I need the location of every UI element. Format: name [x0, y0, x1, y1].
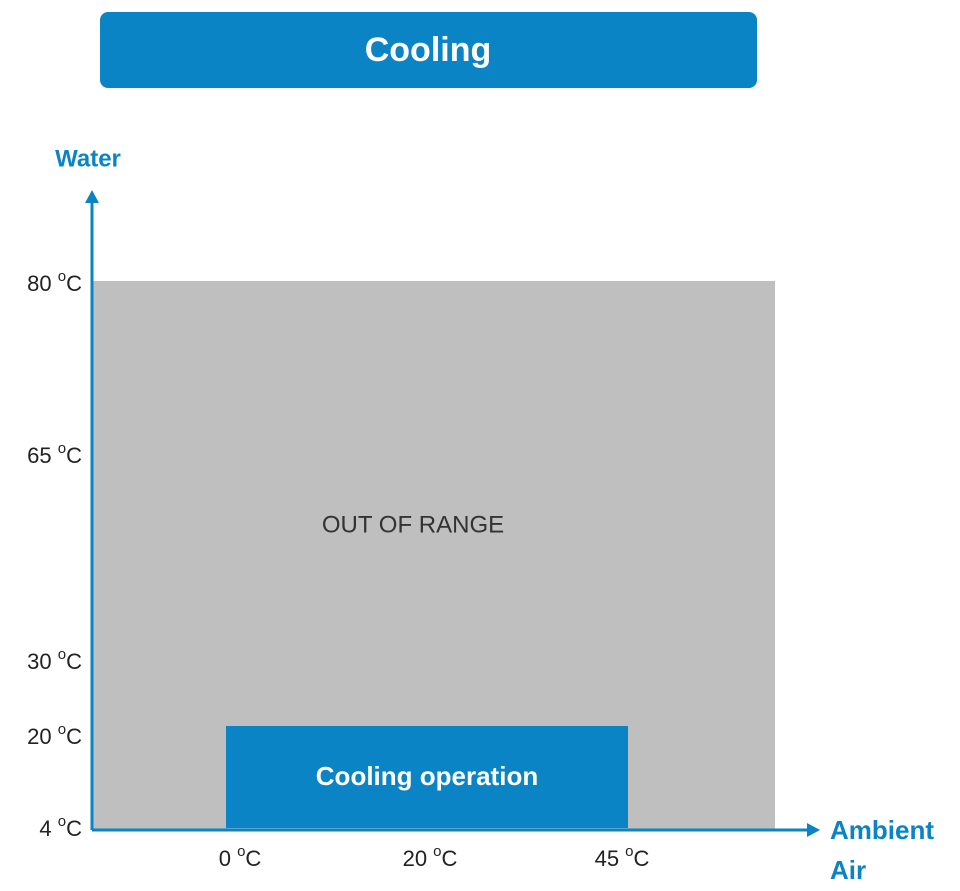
tick-unit: C [66, 271, 82, 296]
tick-sup: o [58, 646, 66, 663]
tick-sup: o [237, 843, 245, 860]
tick-sup: o [58, 721, 66, 738]
out-of-range-label: OUT OF RANGE [322, 511, 504, 538]
tick-unit: C [66, 649, 82, 674]
title: Cooling [365, 31, 492, 69]
tick-sup: o [58, 268, 66, 285]
tick-number: 4 [39, 816, 57, 841]
tick-unit: C [66, 443, 82, 468]
tick-label: 30 oC [27, 646, 82, 674]
x-axis-label: Ambient [830, 815, 934, 845]
tick-sup: o [433, 843, 441, 860]
tick-number: 30 [27, 649, 58, 674]
tick-number: 80 [27, 271, 58, 296]
tick-label: 20 oC [403, 843, 458, 871]
tick-unit: C [66, 816, 82, 841]
tick-label: 80 oC [27, 268, 82, 296]
y-axis-label: Water [55, 145, 121, 172]
tick-sup: o [58, 440, 66, 457]
tick-label: 45 oC [595, 843, 650, 871]
x-axis-label: Air [830, 855, 866, 885]
tick-unit: C [442, 846, 458, 871]
title-box [100, 12, 757, 88]
tick-unit: C [66, 724, 82, 749]
tick-number: 65 [27, 443, 58, 468]
tick-label: 65 oC [27, 440, 82, 468]
y-arrow [85, 190, 99, 203]
tick-sup: o [625, 843, 633, 860]
tick-label: 20 oC [27, 721, 82, 749]
tick-number: 45 [595, 846, 626, 871]
tick-unit: C [245, 846, 261, 871]
tick-number: 0 [219, 846, 237, 871]
tick-unit: C [634, 846, 650, 871]
tick-number: 20 [27, 724, 58, 749]
tick-number: 20 [403, 846, 434, 871]
tick-label: 4 oC [39, 813, 82, 841]
x-arrow [807, 823, 820, 837]
operation-region [226, 726, 628, 828]
tick-label: 0 oC [219, 843, 262, 871]
tick-sup: o [58, 813, 66, 830]
operation-label: Cooling operation [316, 761, 538, 791]
